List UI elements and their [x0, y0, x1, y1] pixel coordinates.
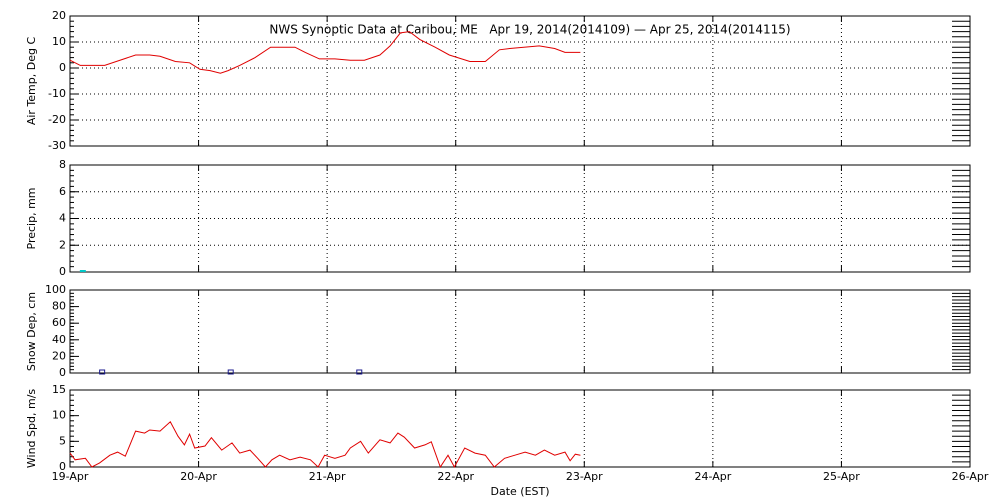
y-tick-label: 80 — [52, 300, 66, 313]
panel-frame — [69, 15, 971, 147]
y-tick-label: 0 — [59, 366, 66, 379]
point — [99, 369, 106, 375]
panel-frame — [69, 289, 971, 374]
y-axis-label: Precip, mm — [25, 188, 38, 250]
y-tick-label: 0 — [59, 460, 66, 473]
y-tick-label: 0 — [59, 265, 66, 278]
y-tick-label: 0 — [59, 61, 66, 74]
x-tick-label: 25-Apr — [823, 470, 860, 483]
y-tick-label: 6 — [59, 185, 66, 198]
panel-frame — [69, 164, 971, 273]
y-tick-label: 8 — [59, 158, 66, 171]
y-tick-label: 40 — [52, 333, 66, 346]
y-tick-label: -30 — [48, 139, 66, 152]
y-tick-label: 60 — [52, 316, 66, 329]
bar — [79, 270, 86, 272]
y-axis-label: Air Temp, Deg C — [25, 37, 38, 126]
y-tick-label: 20 — [52, 9, 66, 22]
data-line — [69, 421, 581, 469]
y-tick-label: 20 — [52, 349, 66, 362]
x-tick-label: 26-Apr — [952, 470, 989, 483]
panel-frame — [69, 389, 971, 468]
y-tick-label: 15 — [52, 383, 66, 396]
x-tick-label: 21-Apr — [309, 470, 346, 483]
data-line — [69, 31, 581, 74]
y-tick-label: 4 — [59, 212, 66, 225]
x-tick-label: 22-Apr — [437, 470, 474, 483]
x-tick-label: 24-Apr — [694, 470, 731, 483]
x-axis-label: Date (EST) — [490, 485, 549, 498]
point — [227, 369, 234, 375]
chart-title: NWS Synoptic Data at Caribou, ME Apr 19,… — [269, 23, 790, 37]
y-axis-label: Snow Dep, cm — [25, 292, 38, 371]
y-tick-label: -10 — [48, 87, 66, 100]
x-tick-label: 23-Apr — [566, 470, 603, 483]
y-tick-label: -20 — [48, 113, 66, 126]
y-tick-label: 10 — [52, 35, 66, 48]
y-tick-label: 2 — [59, 238, 66, 251]
y-tick-label: 5 — [59, 434, 66, 447]
y-tick-label: 10 — [52, 409, 66, 422]
x-tick-label: 20-Apr — [180, 470, 217, 483]
point — [356, 369, 363, 375]
y-axis-label: Wind Spd, m/s — [25, 389, 38, 469]
y-tick-label: 100 — [45, 283, 66, 296]
x-tick-label: 19-Apr — [52, 470, 89, 483]
